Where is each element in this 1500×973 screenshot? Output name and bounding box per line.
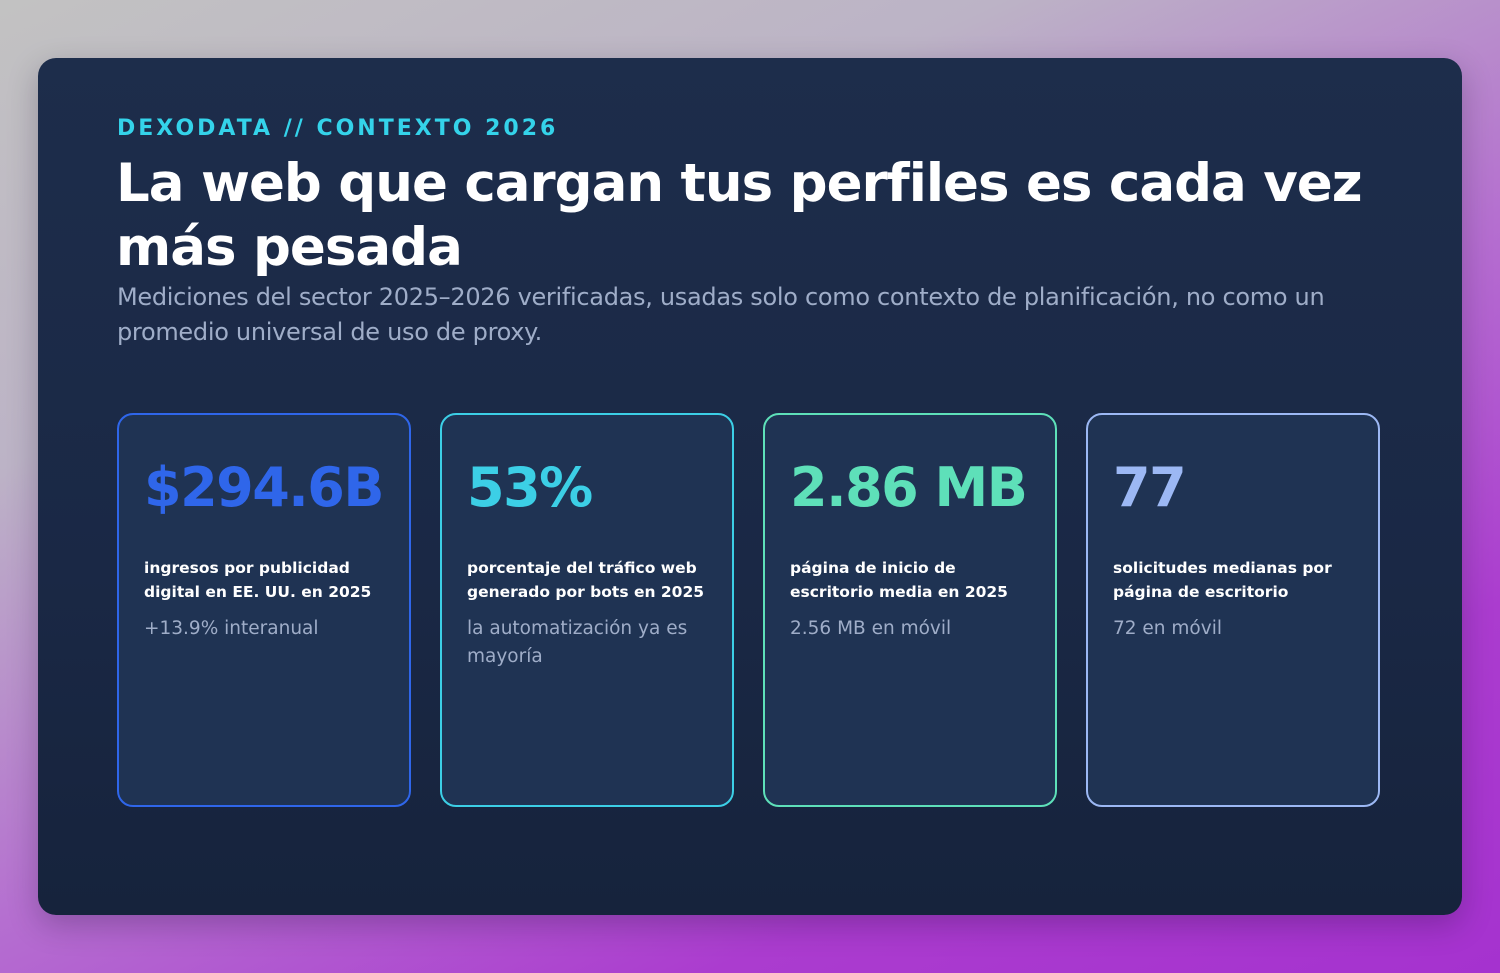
stat-card-ad-revenue: $294.6B ingresos por publicidad digital …: [117, 413, 411, 807]
stat-note: la automatización ya es mayoría: [467, 618, 688, 667]
stat-note: 72 en móvil: [1113, 618, 1222, 639]
stat-card-bot-traffic: 53% porcentaje del tráfico web generado …: [440, 413, 734, 807]
page-title: La web que cargan tus perfiles es cada v…: [116, 153, 1363, 278]
stat-note: +13.9% interanual: [144, 618, 319, 639]
eyebrow-label: DEXODATA // CONTEXTO 2026: [117, 116, 559, 141]
stat-label: página de inicio de escritorio media en …: [790, 559, 1008, 601]
stat-card-page-weight: 2.86 MB página de inicio de escritorio m…: [763, 413, 1057, 807]
stat-value: 53%: [467, 456, 593, 519]
stat-value: 2.86 MB: [790, 456, 1028, 519]
stat-note: 2.56 MB en móvil: [790, 618, 952, 639]
stat-value: 77: [1113, 456, 1187, 519]
stat-value: $294.6B: [144, 456, 385, 519]
context-panel: DEXODATA // CONTEXTO 2026 La web que car…: [38, 58, 1462, 915]
stat-card-requests: 77 solicitudes medianas por página de es…: [1086, 413, 1380, 807]
stat-cards: $294.6B ingresos por publicidad digital …: [117, 413, 1385, 811]
page-subtitle: Mediciones del sector 2025–2026 verifica…: [117, 283, 1325, 346]
stat-label: solicitudes medianas por página de escri…: [1113, 559, 1332, 601]
stat-label: ingresos por publicidad digital en EE. U…: [144, 559, 372, 601]
stat-label: porcentaje del tráfico web generado por …: [467, 559, 705, 601]
